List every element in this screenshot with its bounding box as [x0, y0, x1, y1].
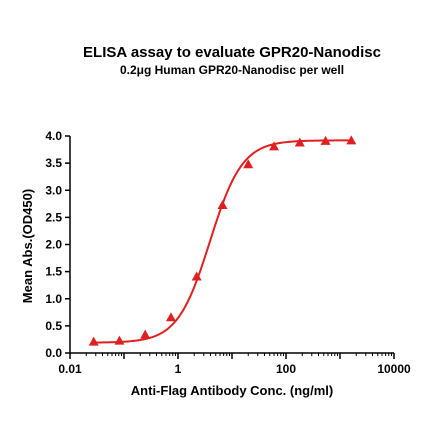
y-tick-label: 2.0 [45, 238, 62, 252]
data-point [243, 159, 254, 169]
x-axis-label: Anti-Flag Antibody Conc. (ng/ml) [131, 383, 333, 398]
axes [69, 136, 394, 354]
data-points [88, 135, 357, 346]
data-point [294, 137, 305, 147]
y-axis-label: Mean Abs.(OD450) [20, 189, 35, 303]
data-point [165, 312, 176, 322]
data-point [346, 135, 357, 145]
chart-title: ELISA assay to evaluate GPR20-Nanodisc [83, 44, 381, 61]
y-tick-label: 3.0 [45, 183, 62, 197]
y-tick-label: 2.5 [45, 210, 62, 224]
fit-curve [93, 139, 352, 344]
x-tick-label: 0.01 [58, 362, 82, 376]
data-point [140, 329, 151, 339]
data-point [320, 135, 331, 145]
data-point [217, 199, 228, 209]
data-point [269, 141, 280, 151]
data-point [114, 335, 125, 345]
y-axis-ticks: 0.0 0.5 1.0 1.5 2.0 2.5 3.0 3.5 4.0 [45, 129, 70, 360]
data-point [88, 336, 99, 346]
x-tick-label: 1 [175, 362, 182, 376]
x-axis-ticks: 0.01 1 100 10000 [58, 353, 411, 376]
y-tick-label: 3.5 [45, 156, 62, 170]
x-tick-label: 10000 [377, 362, 411, 376]
y-tick-label: 0.0 [45, 346, 62, 360]
y-tick-label: 0.5 [45, 319, 62, 333]
y-tick-label: 1.0 [45, 292, 62, 306]
y-tick-label: 1.5 [45, 265, 62, 279]
chart-subtitle: 0.2μg Human GPR20-Nanodisc per well [120, 63, 344, 77]
data-point [191, 271, 202, 281]
x-tick-label: 100 [276, 362, 296, 376]
y-tick-label: 4.0 [45, 129, 62, 143]
